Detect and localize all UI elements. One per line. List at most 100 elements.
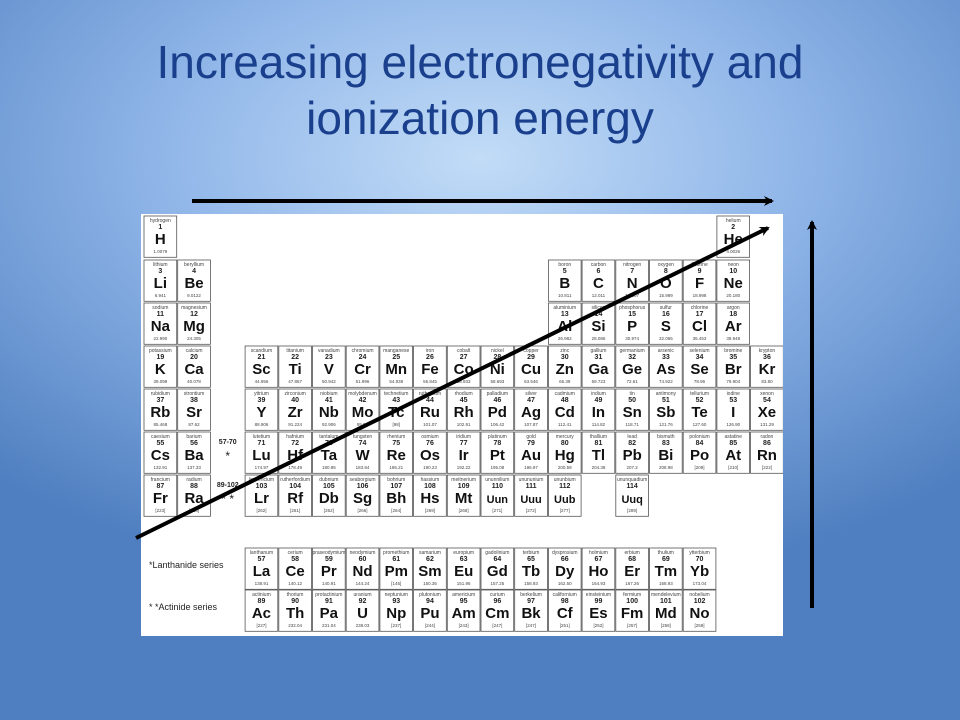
- element-symbol: Ni: [490, 361, 505, 378]
- atomic-mass: 180.95: [322, 465, 336, 470]
- atomic-mass: 167.26: [625, 581, 639, 586]
- atomic-number: 82: [628, 440, 636, 447]
- atomic-mass: 190.23: [423, 465, 437, 470]
- element-symbol: Pr: [321, 563, 337, 580]
- atomic-mass: 137.33: [187, 465, 201, 470]
- element-symbol: Os: [420, 447, 440, 464]
- atomic-mass: 140.12: [288, 581, 302, 586]
- atomic-mass: 32.065: [659, 336, 673, 341]
- atomic-number: 92: [359, 598, 367, 605]
- atomic-number: 63: [460, 556, 468, 563]
- atomic-number: 48: [561, 397, 569, 404]
- element-symbol: Mo: [352, 404, 374, 421]
- atomic-number: 114: [627, 483, 638, 490]
- element-symbol: Er: [624, 563, 640, 580]
- element-symbol: Ga: [588, 361, 609, 378]
- atomic-number: 55: [156, 440, 164, 447]
- element-name: ytterbium: [689, 550, 710, 556]
- atomic-mass: 144.24: [356, 581, 370, 586]
- atomic-number: 80: [561, 440, 569, 447]
- element-symbol: Yb: [690, 563, 709, 580]
- element-symbol: Ce: [286, 563, 305, 580]
- atomic-mass: 102.91: [457, 422, 471, 427]
- atomic-number: 74: [359, 440, 367, 447]
- element-symbol: Bk: [521, 605, 541, 622]
- element-symbol: Gd: [487, 563, 508, 580]
- atomic-number: 96: [493, 598, 501, 605]
- element-symbol: Zn: [556, 361, 574, 378]
- atomic-number: 106: [357, 483, 369, 490]
- element-symbol: V: [324, 361, 334, 378]
- atomic-mass: [261]: [290, 508, 300, 513]
- atomic-number: 105: [323, 483, 335, 490]
- atomic-number: 8: [664, 268, 668, 275]
- atomic-mass: 140.91: [322, 581, 336, 586]
- atomic-mass: 162.50: [558, 581, 572, 586]
- element-name: cerium: [288, 550, 303, 556]
- atomic-mass: 168.93: [659, 581, 673, 586]
- atomic-number: 68: [628, 556, 636, 563]
- element-symbol: Sn: [623, 404, 642, 421]
- atomic-number: 112: [559, 483, 570, 490]
- atomic-mass: 74.922: [659, 379, 673, 384]
- atomic-mass: 107.87: [524, 422, 538, 427]
- atomic-mass: [269]: [425, 508, 435, 513]
- element-symbol: Ir: [459, 447, 469, 464]
- atomic-number: 13: [561, 311, 569, 318]
- element-symbol: Tl: [592, 447, 605, 464]
- element-symbol: Kr: [759, 361, 776, 378]
- atomic-number: 73: [325, 440, 333, 447]
- atomic-number: 70: [696, 556, 704, 563]
- atomic-number: 38: [190, 397, 198, 404]
- series-range: 57-70: [219, 439, 237, 446]
- atomic-mass: [145]: [391, 581, 401, 586]
- element-symbol: Es: [589, 605, 607, 622]
- element-symbol: Eu: [454, 563, 473, 580]
- atomic-mass: 127.60: [693, 422, 707, 427]
- atomic-number: 107: [390, 483, 402, 490]
- element-symbol: Co: [454, 361, 474, 378]
- atomic-number: 37: [156, 397, 164, 404]
- atomic-mass: 24.305: [187, 336, 201, 341]
- atomic-mass: [262]: [324, 508, 334, 513]
- atomic-mass: [266]: [358, 508, 368, 513]
- element-name: nobelium: [689, 592, 709, 598]
- atomic-mass: 85.468: [153, 422, 167, 427]
- atomic-number: 23: [325, 354, 333, 361]
- atomic-mass: 150.36: [423, 581, 437, 586]
- element-symbol: Am: [452, 605, 476, 622]
- atomic-number: 108: [424, 483, 436, 490]
- atomic-mass: 131.29: [760, 422, 774, 427]
- atomic-number: 69: [662, 556, 670, 563]
- element-name: californium: [553, 592, 577, 598]
- element-symbol: At: [725, 447, 741, 464]
- atomic-mass: 10.811: [558, 293, 572, 298]
- element-symbol: Pb: [623, 447, 642, 464]
- atomic-number: 1: [158, 224, 162, 231]
- element-symbol: Uuu: [520, 494, 541, 506]
- atomic-number: 88: [190, 483, 198, 490]
- atomic-number: 52: [696, 397, 704, 404]
- element-symbol: Mt: [455, 490, 473, 507]
- element-symbol: Bi: [658, 447, 673, 464]
